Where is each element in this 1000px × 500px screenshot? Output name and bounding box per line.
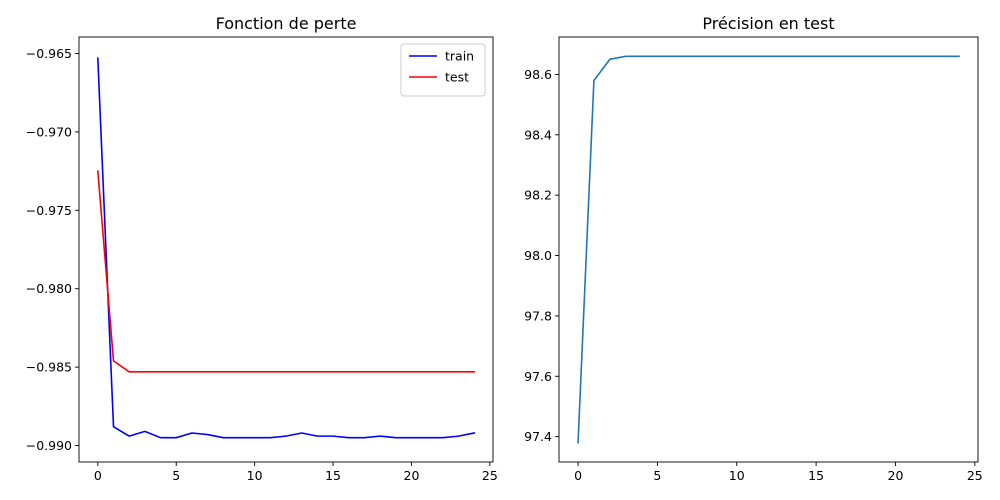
loss-legend-label-train: train — [445, 49, 474, 64]
loss-chart-title: Fonction de perte — [216, 14, 357, 33]
loss-legend-label-test: test — [445, 70, 469, 85]
accuracy-x-tick-label: 15 — [808, 468, 824, 483]
accuracy-y-tick-label: 98.2 — [524, 188, 552, 203]
accuracy-y-tick-label: 97.6 — [524, 369, 552, 384]
loss-chart: Fonction de perte 0 5 10 15 20 25 −0.990 −0.985… — [26, 14, 498, 483]
loss-y-tick-label: −0.975 — [26, 203, 72, 218]
loss-line-test — [96, 170, 475, 373]
loss-x-tick-label: 20 — [404, 468, 420, 483]
accuracy-chart-title: Précision en test — [702, 14, 834, 33]
loss-legend-box — [400, 43, 486, 97]
accuracy-x-tick-label: 20 — [888, 468, 904, 483]
loss-x-tick-label: 5 — [172, 468, 180, 483]
loss-y-tick-label: −0.985 — [26, 360, 72, 375]
loss-line-train — [96, 57, 476, 439]
accuracy-y-tick-label: 98.0 — [524, 248, 552, 263]
loss-x-tick-label: 25 — [482, 468, 498, 483]
accuracy-y-tick-label: 98.4 — [524, 127, 552, 142]
accuracy-x-tick-label: 0 — [574, 468, 582, 483]
accuracy-y-tick-label: 97.4 — [524, 429, 552, 444]
loss-x-tick-label: 15 — [325, 468, 341, 483]
accuracy-line-series-0 — [577, 55, 960, 444]
loss-legend: train test — [400, 43, 486, 97]
loss-y-tick-label: −0.990 — [26, 438, 72, 453]
loss-y-tick-label: −0.980 — [26, 281, 72, 296]
loss-axes-frame — [78, 36, 494, 463]
accuracy-chart: Précision en test 0 5 10 15 20 25 97.4 97.6 97.8… — [524, 14, 983, 483]
accuracy-x-tick-label: 5 — [653, 468, 661, 483]
accuracy-y-tick-label: 97.8 — [524, 308, 552, 323]
accuracy-y-tick-label: 98.6 — [524, 67, 552, 82]
loss-x-tick-label: 10 — [247, 468, 263, 483]
accuracy-x-tick-label: 25 — [967, 468, 983, 483]
loss-x-tick-label: 0 — [94, 468, 102, 483]
loss-y-tick-label: −0.970 — [26, 124, 72, 139]
accuracy-x-tick-label: 10 — [729, 468, 745, 483]
accuracy-axes-frame — [558, 36, 979, 463]
loss-y-tick-label: −0.965 — [26, 46, 72, 61]
